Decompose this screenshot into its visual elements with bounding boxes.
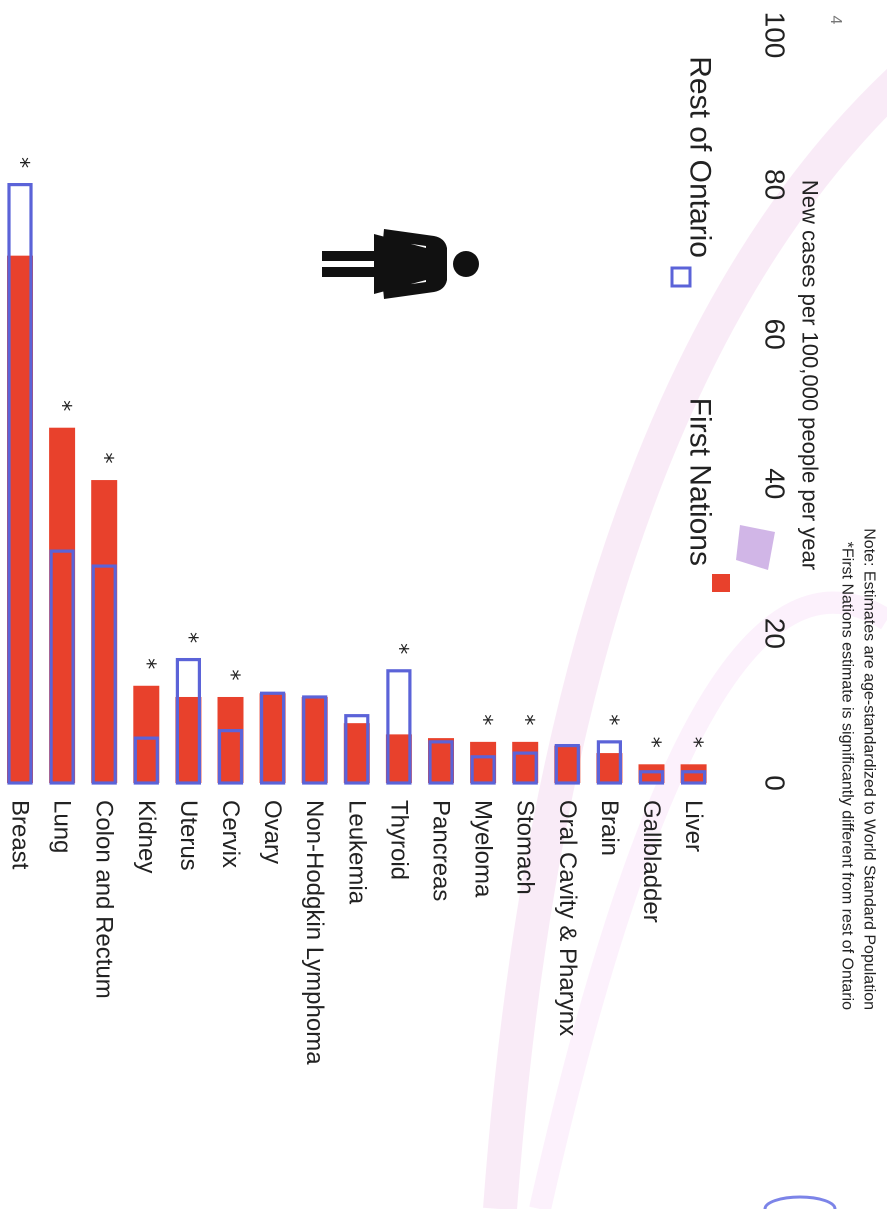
category-label-lung: Lung xyxy=(49,800,76,853)
bar-rest-of-ontario-leukemia xyxy=(344,714,370,785)
bar-first-nations-thyroid xyxy=(385,734,412,783)
category-label-non-hodgkin-lymphoma: Non-Hodgkin Lymphoma xyxy=(301,800,328,1065)
bar-rest-of-ontario-uterus xyxy=(175,657,201,785)
decorative-swoosh-2 xyxy=(529,591,887,1209)
significance-marker-uterus: * xyxy=(176,632,201,643)
legend-swatch-rest-of-ontario xyxy=(670,266,692,288)
bar-rest-of-ontario-colon-and-rectum xyxy=(91,564,117,785)
bar-first-nations-cervix xyxy=(217,696,244,783)
legend-label-rest-of-ontario: Rest of Ontario xyxy=(684,56,717,258)
bar-first-nations-pancreas xyxy=(428,738,454,783)
bar-rest-of-ontario-cervix xyxy=(217,729,244,785)
category-label-cervix: Cervix xyxy=(217,800,244,868)
bar-rest-of-ontario-oral-cavity-and-pharynx xyxy=(554,743,580,785)
page-number: 4 xyxy=(827,16,844,25)
significance-marker-thyroid: * xyxy=(386,643,411,654)
bar-first-nations-brain xyxy=(596,753,623,783)
legend-label-first-nations: First Nations xyxy=(684,398,717,566)
significance-marker-gallbladder: * xyxy=(639,737,664,748)
chart-notes: *First Nations estimate is significantly… xyxy=(839,528,878,1010)
tick-label-60: 60 xyxy=(760,319,791,350)
category-label-liver: Liver xyxy=(680,800,707,852)
tick-label-40: 40 xyxy=(760,468,791,499)
tick-label-80: 80 xyxy=(760,169,791,200)
bar-first-nations-oral-cavity-and-pharynx xyxy=(554,745,581,783)
category-label-stomach: Stomach xyxy=(512,800,539,895)
bar-first-nations-gallbladder xyxy=(638,764,665,783)
bar-rest-of-ontario-liver xyxy=(680,770,707,785)
bar-rest-of-ontario-thyroid xyxy=(386,669,412,785)
category-label-ovary: Ovary xyxy=(259,800,286,864)
category-label-kidney: Kidney xyxy=(133,800,160,873)
bar-rest-of-ontario-lung xyxy=(49,549,75,785)
bar-first-nations-uterus xyxy=(175,696,202,783)
bar-first-nations-liver xyxy=(680,764,707,783)
significance-marker-colon-and-rectum: * xyxy=(92,453,117,464)
bar-first-nations-myeloma xyxy=(470,741,497,783)
bar-rest-of-ontario-ovary xyxy=(260,691,286,785)
category-label-thyroid: Thyroid xyxy=(385,800,412,880)
bar-rest-of-ontario-brain xyxy=(596,740,623,785)
significance-marker-lung: * xyxy=(50,400,75,411)
decorative-corner-shape xyxy=(763,1195,837,1209)
bar-rest-of-ontario-breast xyxy=(7,183,33,785)
bar-first-nations-ovary xyxy=(259,693,286,783)
chart-plot: * Breast * Lung * Colon and Rectum * Kidney * Ute… xyxy=(7,12,823,1066)
female-figure-icon xyxy=(322,229,479,299)
legend: First Nations Rest of Ontario xyxy=(670,56,730,592)
significance-marker-brain: * xyxy=(597,714,622,725)
category-label-oral-cavity-and-pharynx: Oral Cavity & Pharynx xyxy=(554,800,581,1036)
category-label-leukemia: Leukemia xyxy=(343,800,370,905)
category-label-uterus: Uterus xyxy=(175,800,202,871)
significance-marker-myeloma: * xyxy=(471,714,496,725)
legend-swatch-first-nations xyxy=(712,574,730,592)
significance-marker-kidney: * xyxy=(134,658,159,669)
bar-first-nations-non-hodgkin-lymphoma xyxy=(301,696,328,783)
bar-rest-of-ontario-non-hodgkin-lymphoma xyxy=(302,695,328,785)
bar-rest-of-ontario-pancreas xyxy=(428,740,454,785)
category-label-myeloma: Myeloma xyxy=(470,800,497,898)
bar-first-nations-leukemia xyxy=(343,723,370,783)
tick-label-100: 100 xyxy=(760,12,791,59)
category-label-colon-and-rectum: Colon and Rectum xyxy=(91,800,118,999)
bar-rest-of-ontario-stomach xyxy=(512,751,538,785)
bar-rest-of-ontario-myeloma xyxy=(470,755,496,785)
bar-first-nations-lung xyxy=(49,427,76,783)
bar-first-nations-kidney xyxy=(133,685,160,783)
bar-rest-of-ontario-kidney xyxy=(133,736,159,785)
significance-marker-breast: * xyxy=(8,157,33,168)
category-label-breast: Breast xyxy=(7,800,34,870)
tick-label-20: 20 xyxy=(760,618,791,649)
significance-marker-liver: * xyxy=(681,737,706,748)
bar-first-nations-breast xyxy=(7,255,33,783)
tick-label-0: 0 xyxy=(760,775,791,791)
footnote-age-standardized: Note: Estimates are age-standardized to … xyxy=(861,528,878,1010)
x-axis-title: New cases per 100,000 people per year xyxy=(798,180,823,570)
decorative-swoosh xyxy=(483,68,887,1209)
category-label-gallbladder: Gallbladder xyxy=(638,800,665,923)
significance-marker-cervix: * xyxy=(218,669,243,680)
bar-rest-of-ontario-gallbladder xyxy=(638,770,665,785)
significance-marker-stomach: * xyxy=(513,714,538,725)
footnote-significance: *First Nations estimate is significantly… xyxy=(839,542,856,1010)
category-label-pancreas: Pancreas xyxy=(428,800,455,901)
bar-first-nations-colon-and-rectum xyxy=(91,480,118,783)
category-label-brain: Brain xyxy=(596,800,623,856)
decorative-shape xyxy=(736,525,775,570)
bar-first-nations-stomach xyxy=(512,741,539,783)
